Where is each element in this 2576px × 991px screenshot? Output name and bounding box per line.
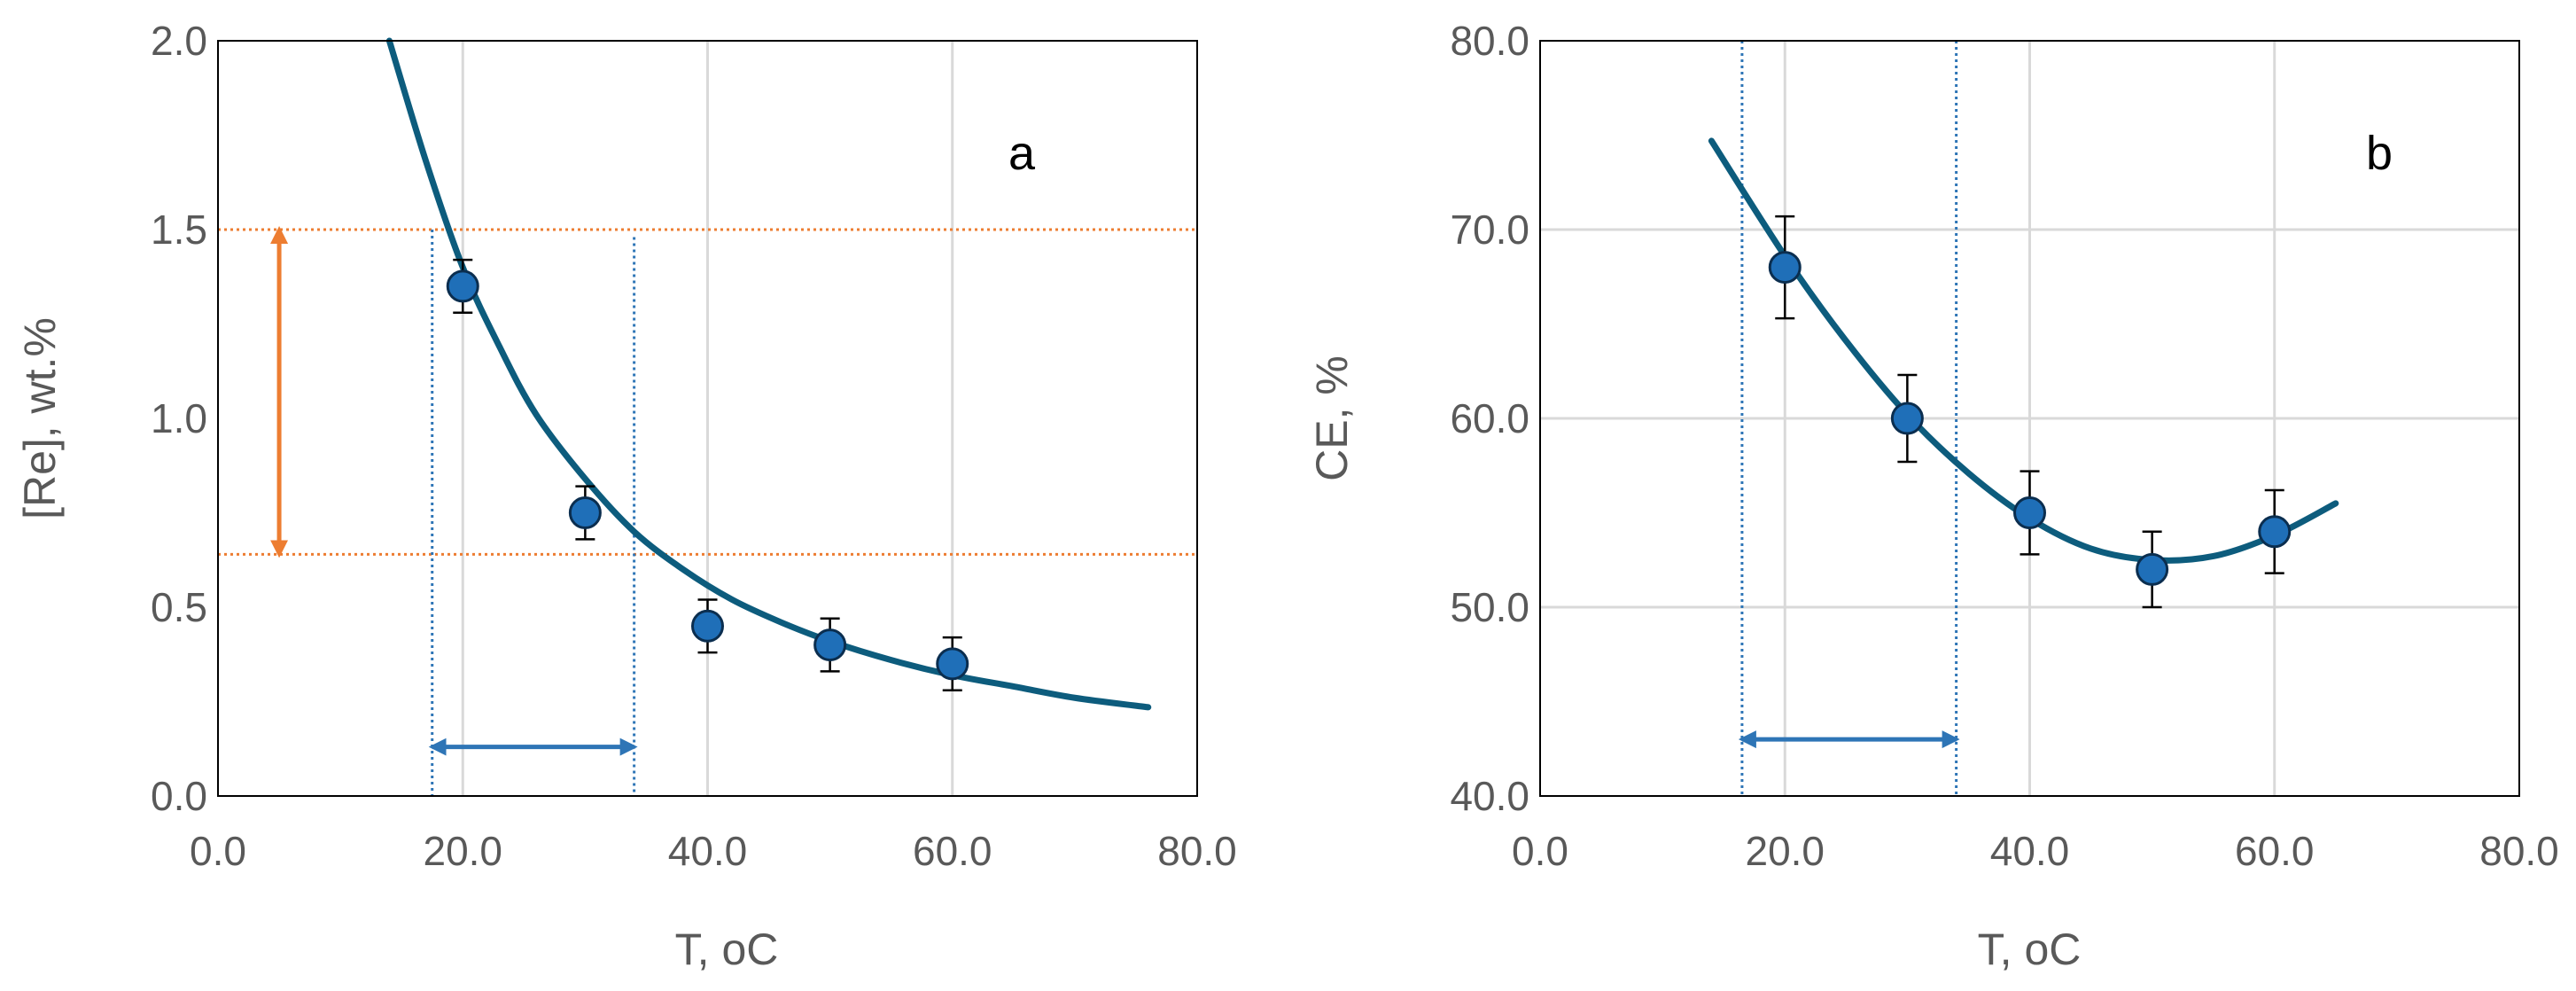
- x-tick-labels-a: 0.0 20.0 40.0 60.0 80.0: [190, 828, 1237, 874]
- data-point: [691, 609, 724, 643]
- x-axis-title-b: T, oC: [1978, 925, 2082, 974]
- data-point: [568, 496, 602, 529]
- data-point: [2136, 552, 2169, 586]
- chart-panel-a: 0.0 20.0 40.0 60.0 80.0 0.0 0.5 1.0 1.5 2.0 a T,…: [15, 18, 1237, 974]
- x-tick-label: 0.0: [190, 828, 246, 874]
- y-tick-label: 0.5: [151, 584, 207, 630]
- reference-lines-a: [218, 228, 1197, 796]
- y-tick-label: 40.0: [1450, 773, 1529, 819]
- gridlines-b: [1540, 41, 2519, 796]
- x-tick-label: 40.0: [1990, 828, 2070, 874]
- data-points-b: [1768, 215, 2292, 609]
- data-points-a: [446, 258, 969, 691]
- reference-lines-b: [1740, 41, 1958, 796]
- data-point: [1890, 402, 1924, 435]
- x-tick-label: 20.0: [1745, 828, 1825, 874]
- y-tick-label: 1.5: [151, 207, 207, 253]
- x-tick-label: 60.0: [913, 828, 992, 874]
- y-tick-label: 1.0: [151, 395, 207, 441]
- y-axis-title-b: CE, %: [1307, 355, 1357, 481]
- data-point: [936, 647, 969, 681]
- panel-label-a: a: [1008, 127, 1036, 180]
- y-tick-label: 70.0: [1450, 207, 1529, 253]
- x-tick-label: 60.0: [2235, 828, 2315, 874]
- chart-panel-b: 0.0 20.0 40.0 60.0 80.0 40.0 50.0 60.0 70.0 80.0…: [1307, 18, 2559, 974]
- fitted-curve-b: [1708, 137, 2339, 564]
- panel-label-b: b: [2366, 127, 2393, 180]
- x-tick-labels-b: 0.0 20.0 40.0 60.0 80.0: [1512, 828, 2559, 874]
- y-tick-labels-b: 40.0 50.0 60.0 70.0 80.0: [1450, 18, 1529, 819]
- y-tick-label: 0.0: [151, 773, 207, 819]
- x-axis-title-a: T, oC: [675, 925, 779, 974]
- x-tick-label: 80.0: [2479, 828, 2559, 874]
- data-point: [2013, 496, 2046, 529]
- data-point: [2258, 515, 2292, 549]
- y-tick-label: 60.0: [1450, 395, 1529, 441]
- data-point: [1768, 251, 1802, 285]
- data-point: [446, 269, 479, 303]
- y-tick-labels-a: 0.0 0.5 1.0 1.5 2.0: [151, 18, 207, 819]
- x-tick-label: 0.0: [1512, 828, 1568, 874]
- arrows-a: [270, 226, 638, 756]
- x-tick-label: 20.0: [423, 828, 502, 874]
- x-tick-label: 40.0: [668, 828, 748, 874]
- plot-frame-b: [1539, 40, 2520, 797]
- fitted-curve-line: [1708, 137, 2339, 564]
- y-axis-title-a: [Re], wt.%: [15, 317, 65, 519]
- y-tick-label: 80.0: [1450, 18, 1529, 64]
- data-point: [813, 628, 847, 662]
- y-tick-label: 50.0: [1450, 584, 1529, 630]
- plot-frame-a: [217, 40, 1198, 797]
- y-tick-label: 2.0: [151, 18, 207, 64]
- x-tick-label: 80.0: [1157, 828, 1237, 874]
